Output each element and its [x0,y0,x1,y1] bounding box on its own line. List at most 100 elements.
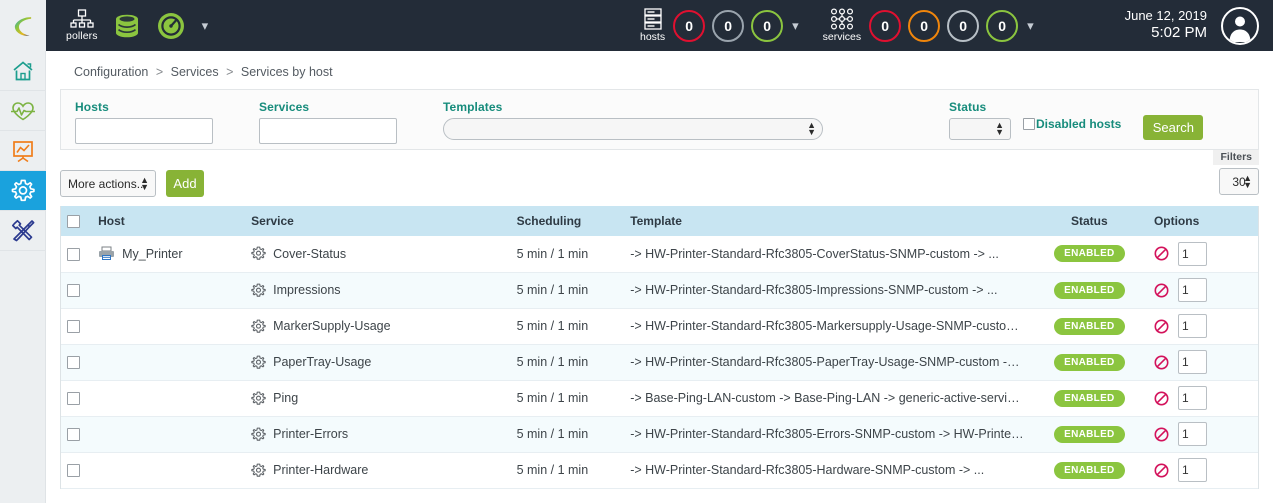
service-name[interactable]: Ping [273,391,299,405]
hosts-indicator[interactable]: hosts [640,8,665,43]
disable-icon[interactable] [1154,463,1169,478]
services-filter-label: Services [259,100,310,114]
quantity-input[interactable] [1177,314,1207,338]
disabled-hosts-field[interactable]: Disabled hosts [1023,117,1121,131]
quantity-input[interactable] [1177,422,1207,446]
templates-select[interactable]: ▲ ▼ [443,118,823,140]
status-badge[interactable]: ENABLED [1054,461,1125,479]
quantity-input[interactable] [1177,350,1207,374]
services-chevron-down-icon[interactable]: ▾ [1027,18,1034,33]
hosts-chevron-down-icon[interactable]: ▾ [792,18,799,33]
disable-icon[interactable] [1154,355,1169,370]
avatar[interactable] [1221,6,1259,45]
row-checkbox[interactable] [67,464,80,478]
chart-icon [13,140,33,162]
pollers-indicator[interactable]: pollers [66,9,98,42]
sidebar-item-reporting[interactable] [0,131,46,171]
status-badge[interactable]: ENABLED [1054,425,1125,443]
service-gear-icon [251,319,266,333]
search-button[interactable]: Search [1143,115,1204,140]
services-warning-count[interactable]: 0 [908,9,941,42]
table-row[interactable]: Impressions 5 min / 1 min -> HW-Printer-St… [61,272,1258,309]
quantity-input[interactable] [1177,241,1207,266]
service-name[interactable]: Cover-Status [273,246,347,261]
status-badge[interactable]: ENABLED [1054,389,1125,407]
quantity-input[interactable] [1177,458,1207,482]
hosts-unreachable-count[interactable]: 0 [712,9,745,42]
table-row[interactable]: MarkerSupply-Usage 5 min / 1 min -> HW-Pri… [61,308,1258,345]
sidebar-item-administration[interactable] [0,211,46,251]
disable-icon[interactable] [1154,427,1169,442]
host-cell: My_Printer [92,236,246,273]
services-critical-count[interactable]: 0 [869,9,902,42]
select-all-checkbox[interactable] [67,215,80,229]
service-name[interactable]: Impressions [273,283,341,297]
hosts-input[interactable] [75,118,213,144]
service-name[interactable]: Printer-Hardware [273,463,369,477]
engine-status-button[interactable] [156,11,186,41]
add-button[interactable]: Add [166,170,204,197]
table-row[interactable]: Printer-Hardware 5 min / 1 min -> HW-Print… [61,452,1258,489]
home-icon [13,60,33,80]
column-header-scheduling[interactable]: Scheduling [510,206,625,236]
services-input[interactable] [259,118,397,144]
table-row[interactable]: My_Printer Cover-Status 5 min / 1 min -> HW… [61,236,1258,273]
host-name[interactable]: My_Printer [122,246,183,261]
disable-icon[interactable] [1154,283,1169,298]
quantity-input[interactable] [1177,386,1207,410]
column-header-options[interactable]: Options [1147,206,1258,236]
filters-tab-label[interactable]: Filters [1213,150,1259,165]
column-header-status[interactable]: Status [1030,206,1148,236]
table-row[interactable]: Printer-Errors 5 min / 1 min -> HW-Printer… [61,416,1258,453]
more-actions-select[interactable]: More actions... ▲ ▼ [60,170,156,197]
status-badge[interactable]: ENABLED [1054,245,1125,263]
services-ok-count[interactable]: 0 [986,9,1019,42]
quantity-input[interactable] [1177,278,1207,302]
hosts-up-count[interactable]: 0 [751,9,784,42]
services-unknown-count[interactable]: 0 [947,9,980,42]
templates-filter-label: Templates [443,100,503,114]
database-status-button[interactable] [112,11,142,41]
host-cell [92,380,246,417]
hosts-down-count[interactable]: 0 [673,9,706,42]
row-checkbox[interactable] [67,284,80,298]
sidebar-item-configuration[interactable] [0,171,46,211]
sidebar-item-monitoring[interactable] [0,91,46,131]
template-cell: -> HW-Printer-Standard-Rfc3805-Errors-SN… [624,416,1031,453]
row-checkbox[interactable] [67,428,80,442]
disable-icon[interactable] [1154,319,1169,334]
services-table-wrapper: Host Service Scheduling Template Status … [60,206,1259,489]
row-checkbox[interactable] [67,392,80,406]
disable-icon[interactable] [1154,391,1169,406]
disable-icon[interactable] [1154,246,1169,261]
topbar-left-chevron-down-icon[interactable]: ▾ [201,18,209,33]
status-badge[interactable]: ENABLED [1054,281,1125,299]
app-logo[interactable] [0,0,46,51]
column-header-service[interactable]: Service [245,206,511,236]
page-size-select[interactable]: 30 ▲ ▼ [1219,168,1259,195]
disabled-hosts-checkbox[interactable] [1023,118,1035,130]
topbar-right-group: June 12, 2019 5:02 PM [1125,0,1259,51]
row-checkbox[interactable] [67,356,80,370]
service-gear-icon [251,355,266,369]
status-badge[interactable]: ENABLED [1054,317,1125,335]
service-name[interactable]: PaperTray-Usage [273,355,372,369]
breadcrumb-services[interactable]: Services [170,65,219,79]
breadcrumb-services-by-host[interactable]: Services by host [240,65,333,79]
table-row[interactable]: Ping 5 min / 1 min -> Base-Ping-LAN-custom… [61,380,1258,417]
scheduling-cell: 5 min / 1 min [510,308,625,345]
column-header-host[interactable]: Host [92,206,246,236]
options-cell [1147,236,1258,273]
services-indicator[interactable]: services [823,8,861,43]
status-badge[interactable]: ENABLED [1054,353,1125,371]
sidebar-item-home[interactable] [0,51,46,91]
table-header-row: Host Service Scheduling Template Status … [61,206,1258,236]
row-checkbox[interactable] [67,247,80,261]
service-name[interactable]: MarkerSupply-Usage [273,319,391,333]
status-select[interactable]: ▲ ▼ [949,118,1011,140]
service-name[interactable]: Printer-Errors [273,427,349,441]
row-checkbox[interactable] [67,320,80,334]
breadcrumb-configuration[interactable]: Configuration [74,65,149,79]
column-header-template[interactable]: Template [624,206,1031,236]
table-row[interactable]: PaperTray-Usage 5 min / 1 min -> HW-Printe… [61,344,1258,381]
